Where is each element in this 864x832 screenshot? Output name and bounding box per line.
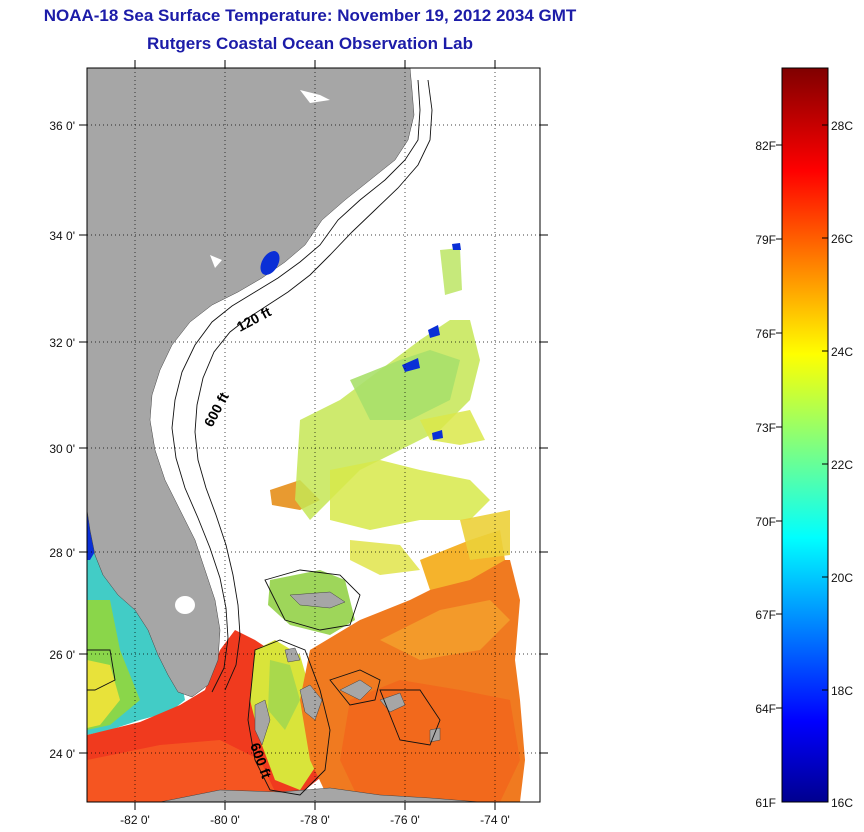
lon-label: -76 0' bbox=[390, 813, 420, 827]
map-subtitle: Rutgers Coastal Ocean Observation Lab bbox=[147, 34, 473, 53]
lat-label: 34 0' bbox=[49, 229, 75, 243]
map-title: NOAA-18 Sea Surface Temperature: Novembe… bbox=[43, 6, 577, 25]
sst-data-layer bbox=[87, 243, 525, 802]
lon-label: -78 0' bbox=[300, 813, 330, 827]
lon-label: -80 0' bbox=[210, 813, 240, 827]
map-frame bbox=[86, 67, 541, 803]
lat-label: 24 0' bbox=[49, 747, 75, 761]
lon-labels: -82 0' -80 0' -78 0' -76 0' -74 0' bbox=[120, 813, 510, 827]
land-mass bbox=[87, 68, 481, 802]
bathymetry-contours bbox=[87, 79, 441, 796]
lon-label: -82 0' bbox=[120, 813, 150, 827]
lat-labels: 36 0' 34 0' 32 0' 30 0' 28 0' 26 0' 24 0… bbox=[49, 119, 75, 761]
lat-label: 28 0' bbox=[49, 546, 75, 560]
lat-label: 30 0' bbox=[49, 442, 75, 456]
map-ticks bbox=[79, 60, 548, 810]
lat-label: 32 0' bbox=[49, 336, 75, 350]
lat-label: 36 0' bbox=[49, 119, 75, 133]
lat-label: 26 0' bbox=[49, 648, 75, 662]
lon-label: -74 0' bbox=[480, 813, 510, 827]
